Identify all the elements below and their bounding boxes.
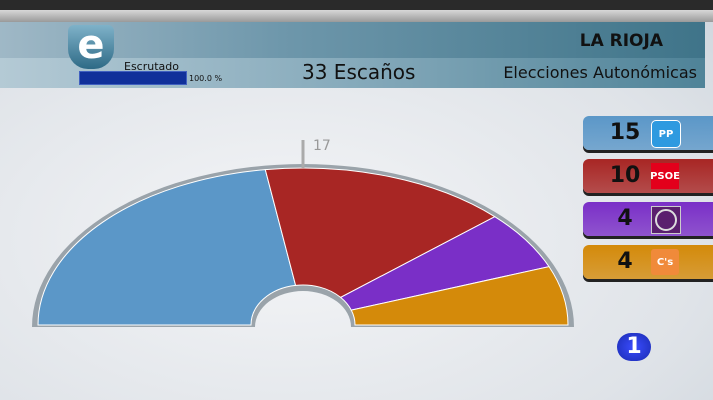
elections-logo: e bbox=[68, 25, 114, 69]
top-bar bbox=[0, 0, 713, 10]
party-logo-icon: PP bbox=[651, 120, 681, 148]
seat-count: 4 bbox=[617, 249, 633, 274]
seat-segment-psoe bbox=[264, 167, 496, 298]
region-title: LA RIOJA bbox=[579, 31, 663, 51]
majority-label: 17 bbox=[313, 138, 331, 154]
seat-segment-cs bbox=[350, 266, 569, 326]
scrutiny-label: Escrutado bbox=[124, 60, 179, 73]
seat-count: 4 bbox=[617, 206, 633, 231]
seat-count: 15 bbox=[609, 120, 641, 145]
total-seats: 33 Escaños bbox=[302, 60, 416, 84]
scrutiny-percent: 100.0 % bbox=[189, 74, 223, 83]
scrutiny-progress-bar bbox=[79, 71, 187, 85]
circle-icon bbox=[655, 209, 677, 231]
party-card-cs: 4 C's bbox=[583, 245, 713, 279]
seat-count: 10 bbox=[609, 163, 641, 188]
header-strip bbox=[0, 10, 713, 22]
channel-logo: 1 bbox=[617, 333, 651, 361]
party-logo-icon bbox=[651, 206, 681, 234]
party-card-psoe: 10 PSOE bbox=[583, 159, 713, 193]
party-card-podemos: 4 bbox=[583, 202, 713, 236]
party-logo-icon: C's bbox=[651, 249, 679, 275]
election-title: Elecciones Autonómicas bbox=[503, 63, 697, 82]
seat-segment-pp bbox=[37, 169, 297, 326]
party-card-pp: 15 PP bbox=[583, 116, 713, 150]
party-logo-icon: PSOE bbox=[650, 163, 680, 189]
